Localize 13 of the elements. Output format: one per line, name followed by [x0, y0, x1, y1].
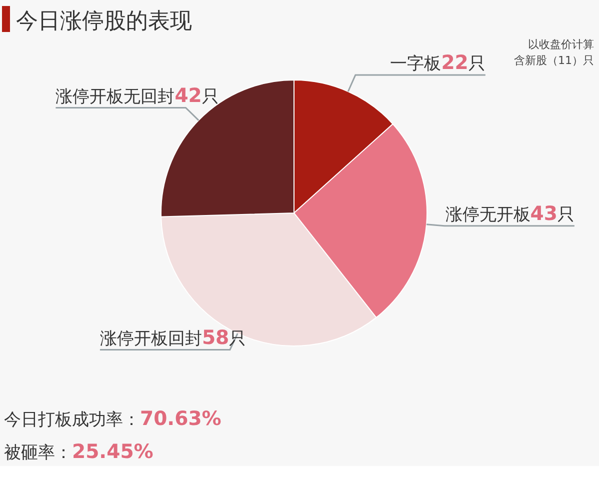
data-label: 42只	[174, 84, 219, 107]
text: 今日打板成功率：70.63%	[4, 407, 222, 430]
text: 被砸率：25.45%	[4, 440, 154, 463]
data-label: 58只	[202, 326, 246, 349]
data-label: 43只	[530, 202, 574, 225]
slice-label: 涨停开板回封	[100, 328, 202, 349]
chart-title: 今日涨停股的表现	[16, 9, 192, 34]
slice-label: 涨停无开板	[445, 204, 530, 225]
data-label: 22只	[441, 51, 486, 74]
text: 含新股（11）只	[514, 54, 594, 67]
slice-label: 涨停开板无回封	[56, 86, 175, 107]
slice-label: 一字板	[390, 54, 442, 74]
text: 以收盘价计算	[528, 38, 594, 51]
